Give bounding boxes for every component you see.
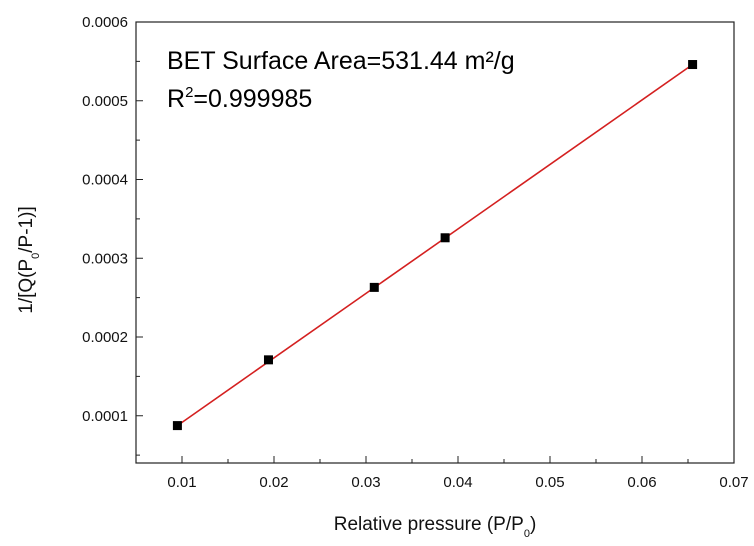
- y-axis-ticks: 0.0001 0.0002 0.0003 0.0004 0.0005 0.0006: [82, 14, 143, 456]
- y-tick-label: 0.0005: [82, 93, 128, 110]
- x-tick-label: 0.05: [535, 474, 564, 491]
- x-tick-label: 0.03: [351, 474, 380, 491]
- linear-fit-line: [176, 63, 694, 427]
- data-points-layer: [172, 60, 698, 431]
- x-tick-label: 0.06: [627, 474, 656, 491]
- data-point: [369, 282, 379, 292]
- data-point: [688, 60, 698, 70]
- y-tick-label: 0.0004: [82, 172, 128, 189]
- x-tick-label: 0.07: [719, 474, 748, 491]
- x-tick-label: 0.04: [443, 474, 472, 491]
- y-tick-label: 0.0002: [82, 329, 128, 346]
- y-tick-label: 0.0003: [82, 250, 128, 267]
- data-point: [263, 355, 273, 365]
- data-point: [440, 233, 450, 243]
- surface-area-annotation: BET Surface Area=531.44 m²/g: [167, 47, 515, 75]
- x-axis-title: Relative pressure (P/P0): [334, 514, 537, 540]
- fit-line-layer: [176, 63, 694, 427]
- x-tick-label: 0.01: [167, 474, 196, 491]
- plot-frame: [135, 21, 735, 464]
- data-point: [172, 421, 182, 431]
- plot-border: [135, 21, 735, 464]
- x-tick-label: 0.02: [259, 474, 288, 491]
- y-tick-label: 0.0001: [82, 408, 128, 425]
- y-tick-label: 0.0006: [82, 14, 128, 31]
- r-squared-annotation: R2=0.999985: [167, 84, 312, 113]
- x-axis-ticks: 0.01 0.02 0.03 0.04 0.05 0.06 0.07: [135, 456, 749, 491]
- y-axis-title: 1/[Q(P0/P-1)]: [16, 206, 42, 313]
